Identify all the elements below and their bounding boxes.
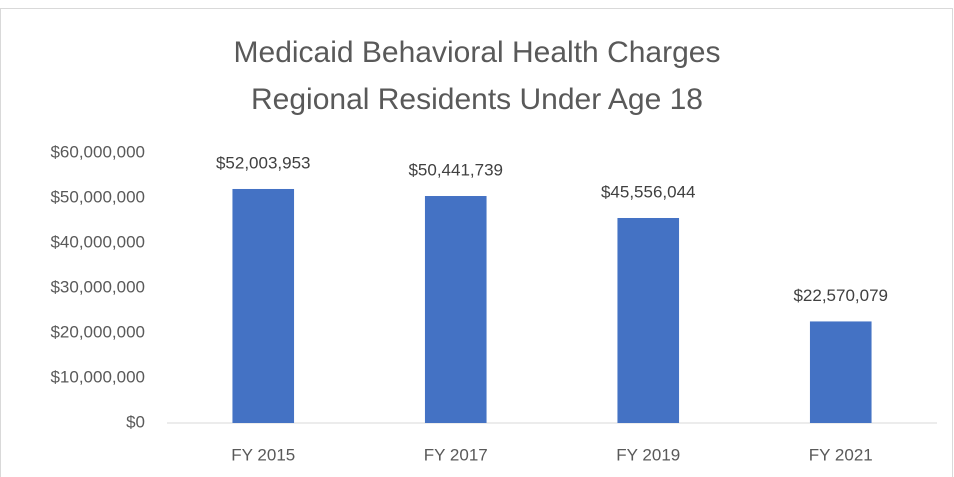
data-label: $52,003,953 <box>216 153 311 172</box>
y-tick-label: $30,000,000 <box>50 277 145 296</box>
bar <box>424 196 487 423</box>
bar <box>809 321 872 423</box>
x-tick-label: FY 2021 <box>809 445 873 464</box>
chart-border <box>0 8 953 477</box>
x-tick-label: FY 2017 <box>424 445 488 464</box>
bar <box>617 217 680 423</box>
y-tick-label: $20,000,000 <box>50 322 145 341</box>
y-tick-label: $0 <box>126 412 145 431</box>
data-label: $22,570,079 <box>793 286 888 305</box>
chart-title: Medicaid Behavioral Health Charges <box>234 36 721 69</box>
y-tick-label: $60,000,000 <box>50 142 145 161</box>
x-tick-label: FY 2019 <box>616 445 680 464</box>
y-tick-label: $40,000,000 <box>50 232 145 251</box>
chart-subtitle: Regional Residents Under Age 18 <box>251 83 703 116</box>
x-tick-label: FY 2015 <box>231 445 295 464</box>
data-label: $45,556,044 <box>601 182 696 201</box>
y-tick-label: $10,000,000 <box>50 367 145 386</box>
bar <box>232 188 295 423</box>
data-label: $50,441,739 <box>408 160 503 179</box>
y-tick-label: $50,000,000 <box>50 187 145 206</box>
